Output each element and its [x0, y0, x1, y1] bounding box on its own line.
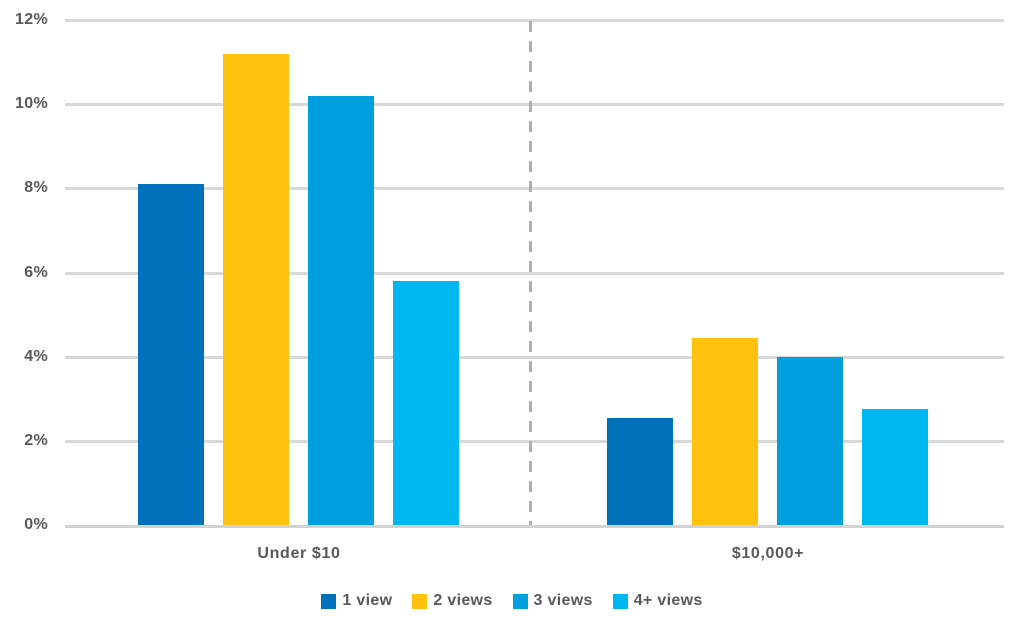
legend-label-4-views: 4+ views — [633, 592, 703, 609]
gridline-12pct — [65, 19, 1004, 22]
legend-swatch-icon-3-views — [512, 593, 528, 609]
bar-under-10-1-view — [138, 184, 204, 525]
bar-under-10-3-views — [308, 96, 374, 525]
bar-10-000-3-views — [777, 357, 843, 525]
legend-swatch-icon-4-views — [612, 593, 628, 609]
legend: 1 view 2 views 3 views 4+ views — [0, 592, 1024, 610]
legend-label-3-views: 3 views — [533, 592, 593, 609]
gridline-4pct — [65, 355, 1004, 359]
y-tick-label-8pct: 8% — [24, 179, 48, 197]
legend-label-2-views: 2 views — [433, 592, 493, 609]
bar-under-10-4-views — [393, 281, 459, 525]
bar-10-000-1-view — [607, 418, 673, 525]
gridline-8pct — [65, 187, 1004, 191]
y-tick-label-10pct: 10% — [15, 95, 48, 113]
legend-item-2-views: 2 views — [412, 592, 492, 610]
y-tick-label-4pct: 4% — [24, 347, 48, 365]
gridline-10pct — [65, 103, 1004, 107]
legend-label-1-view: 1 view — [342, 592, 393, 609]
bar-10-000-4-views — [862, 409, 928, 525]
x-category-label-10-000: $10,000+ — [731, 545, 805, 562]
y-tick-label-6pct: 6% — [24, 263, 48, 281]
gridline-2pct — [65, 439, 1004, 443]
gridline-6pct — [65, 271, 1004, 275]
group-divider-dashed-line — [529, 21, 532, 525]
y-tick-label-12pct: 12% — [15, 11, 48, 28]
y-tick-label-2pct: 2% — [24, 431, 48, 449]
legend-item-4-views: 4+ views — [612, 592, 703, 610]
bar-under-10-2-views — [223, 54, 289, 525]
legend-item-3-views: 3 views — [512, 592, 593, 610]
plot-area — [65, 19, 1004, 528]
bar-10-000-2-views — [692, 338, 758, 525]
legend-swatch-icon-2-views — [412, 593, 428, 609]
y-tick-label-0pct: 0% — [24, 516, 48, 533]
legend-swatch-icon-1-view — [321, 593, 337, 609]
x-category-label-under-10: Under $10 — [257, 545, 341, 562]
legend-item-1-view: 1 view — [321, 592, 392, 610]
